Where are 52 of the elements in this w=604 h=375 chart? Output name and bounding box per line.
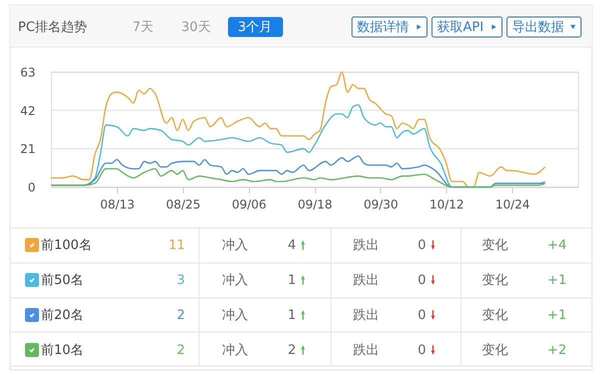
text: 数据详情: [357, 20, 409, 35]
text: 跌出: [353, 308, 379, 323]
text: +1: [547, 308, 567, 323]
text: 2: [288, 343, 296, 358]
x-tick-label: 09/30: [364, 198, 398, 212]
text: 0: [418, 308, 426, 323]
text: 冲入: [222, 343, 248, 358]
legend-label: 前20名: [41, 308, 84, 323]
text: 0: [418, 343, 426, 358]
text: 冲入: [222, 308, 248, 323]
text: 2: [176, 308, 185, 323]
text: 变化: [482, 273, 508, 288]
text: 11: [168, 238, 185, 253]
text: 获取API: [437, 20, 484, 35]
text: 30天: [181, 20, 211, 35]
text: 2: [176, 343, 185, 358]
text: 3: [176, 273, 185, 288]
y-tick-label: 63: [20, 66, 36, 80]
text: 冲入: [222, 273, 248, 288]
text: 跌出: [353, 343, 379, 358]
text: 变化: [482, 238, 508, 253]
text: 4: [288, 238, 296, 253]
text: 变化: [482, 343, 508, 358]
text: 1: [288, 308, 296, 323]
x-tick-label: 08/13: [100, 198, 135, 212]
text: 变化: [482, 308, 508, 323]
y-tick-label: 0: [28, 180, 36, 194]
text: 0: [418, 273, 426, 288]
x-tick-label: 10/12: [429, 198, 464, 212]
chart-title: PC排名趋势: [18, 20, 87, 35]
legend-label: 前10名: [41, 343, 84, 358]
text: 导出数据: [512, 20, 564, 35]
text: 1: [288, 273, 296, 288]
y-tick-label: 42: [20, 104, 36, 118]
line-series: [50, 168, 546, 188]
y-tick-label: 21: [20, 142, 36, 156]
x-tick-label: 10/24: [495, 198, 530, 212]
legend-label: 前100名: [41, 238, 92, 253]
text: 跌出: [353, 238, 379, 253]
x-tick-label: 09/18: [298, 198, 332, 212]
text: 冲入: [222, 238, 248, 253]
x-tick-label: 08/25: [166, 198, 201, 212]
x-tick-label: 09/06: [232, 198, 266, 212]
line-series: [50, 71, 546, 188]
text: +1: [547, 273, 567, 288]
text: +4: [547, 238, 567, 253]
text: 0: [418, 238, 426, 253]
text: 跌出: [353, 273, 379, 288]
text: +2: [547, 343, 567, 358]
text: 7天: [132, 20, 154, 35]
legend-label: 前50名: [41, 273, 84, 288]
text: 3个月: [238, 20, 272, 35]
